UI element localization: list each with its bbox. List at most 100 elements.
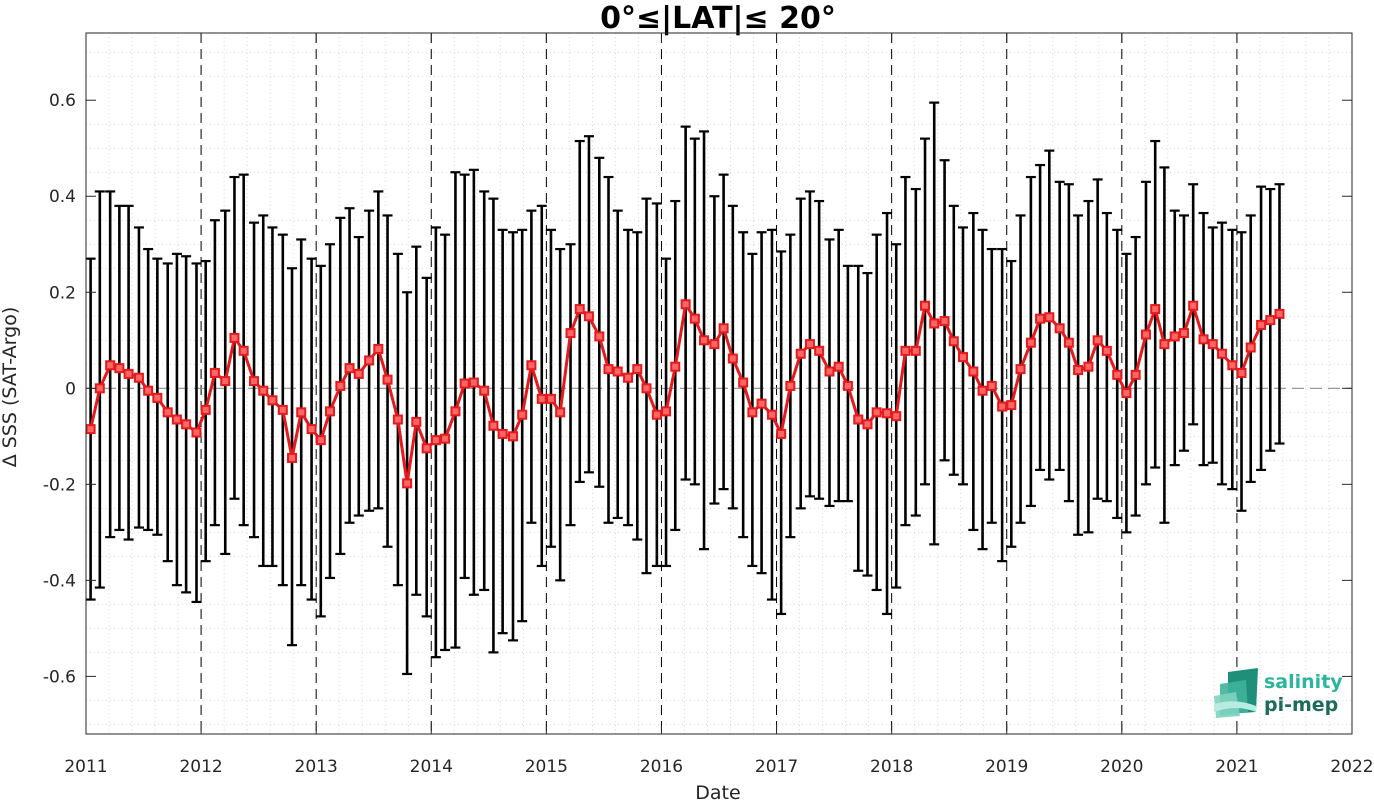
data-point bbox=[986, 380, 997, 391]
data-point bbox=[882, 408, 893, 419]
data-point bbox=[344, 363, 355, 374]
data-point bbox=[324, 406, 335, 417]
plot-frame bbox=[85, 32, 1353, 735]
data-point bbox=[545, 393, 556, 404]
data-point bbox=[1245, 342, 1256, 353]
x-axis-label: Date bbox=[695, 782, 740, 801]
data-point bbox=[229, 332, 240, 343]
data-point bbox=[1073, 365, 1084, 376]
data-point bbox=[891, 411, 902, 422]
data-point bbox=[1083, 361, 1094, 372]
data-point bbox=[1198, 334, 1209, 345]
error-bar bbox=[536, 204, 547, 568]
data-point bbox=[1188, 300, 1199, 311]
data-point bbox=[440, 433, 451, 444]
axes-frame bbox=[85, 32, 1353, 735]
error-bar bbox=[632, 231, 643, 541]
data-point bbox=[920, 300, 931, 311]
x-tick-label: 2020 bbox=[1100, 757, 1143, 777]
data-point bbox=[421, 443, 432, 454]
data-point bbox=[1178, 328, 1189, 339]
data-point bbox=[814, 345, 825, 356]
data-point bbox=[1092, 335, 1103, 346]
data-point bbox=[651, 409, 662, 420]
error-bar bbox=[1101, 211, 1112, 503]
data-point bbox=[392, 414, 403, 425]
error-bar bbox=[612, 209, 623, 520]
data-point bbox=[680, 299, 691, 310]
data-point bbox=[1150, 304, 1161, 315]
data-point bbox=[1015, 364, 1026, 375]
data-point bbox=[430, 435, 441, 446]
data-point bbox=[785, 380, 796, 391]
x-tick-label: 2019 bbox=[985, 757, 1028, 777]
x-tick-label: 2013 bbox=[295, 757, 338, 777]
data-point bbox=[661, 406, 672, 417]
data-point bbox=[727, 353, 738, 364]
data-point bbox=[306, 424, 317, 435]
data-point bbox=[1121, 388, 1132, 399]
data-point bbox=[1159, 339, 1170, 350]
data-point bbox=[94, 383, 105, 394]
y-tick-label: -0.4 bbox=[43, 571, 76, 591]
data-point bbox=[450, 406, 461, 417]
x-tick-label: 2015 bbox=[525, 757, 568, 777]
data-point bbox=[747, 407, 758, 418]
data-point bbox=[718, 323, 729, 334]
data-point bbox=[1025, 337, 1036, 348]
data-point bbox=[152, 392, 163, 403]
data-point bbox=[364, 355, 375, 366]
data-point bbox=[555, 407, 566, 418]
data-point bbox=[353, 368, 364, 379]
data-point bbox=[315, 435, 326, 446]
data-point bbox=[536, 393, 547, 404]
data-point bbox=[776, 428, 787, 439]
data-point bbox=[1169, 331, 1180, 342]
y-axis-label: Δ SSS (SAT-Argo) bbox=[0, 307, 21, 467]
data-point bbox=[507, 431, 518, 442]
error-bar bbox=[583, 135, 594, 474]
data-point bbox=[1101, 345, 1112, 356]
y-tick-label: 0.4 bbox=[49, 187, 76, 207]
x-tick-labels: 2011 2012 2013 2014 2015 2016 2017 2018 2019 2020… bbox=[64, 757, 1373, 777]
chart-title: 0°≤|LAT|≤ 20° bbox=[600, 1, 836, 36]
error-bar bbox=[517, 228, 528, 623]
data-point bbox=[565, 328, 576, 339]
data-point bbox=[479, 385, 490, 396]
y-tick-label: 0 bbox=[65, 379, 76, 399]
data-series bbox=[85, 299, 1285, 489]
data-point bbox=[171, 414, 182, 425]
x-tick-label: 2012 bbox=[179, 757, 222, 777]
salinity-pi-mep-logo: salinity pi-mep bbox=[1214, 668, 1343, 718]
data-point bbox=[249, 376, 260, 387]
data-point bbox=[977, 385, 988, 396]
data-point bbox=[1265, 315, 1276, 326]
data-point bbox=[335, 380, 346, 391]
error-bar bbox=[545, 228, 556, 548]
x-tick-label: 2022 bbox=[1330, 757, 1373, 777]
data-point bbox=[842, 380, 853, 391]
data-point bbox=[623, 372, 634, 383]
data-point bbox=[1140, 329, 1151, 340]
error-bar bbox=[1073, 214, 1084, 536]
data-point bbox=[1216, 348, 1227, 359]
data-point bbox=[594, 331, 605, 342]
data-point bbox=[526, 360, 537, 371]
logo-text-salinity: salinity bbox=[1264, 671, 1343, 693]
data-point bbox=[583, 311, 594, 322]
data-point bbox=[85, 424, 96, 435]
y-tick-label: -0.6 bbox=[43, 667, 76, 687]
data-point bbox=[517, 409, 528, 420]
data-point bbox=[699, 335, 710, 346]
data-point bbox=[910, 345, 921, 356]
data-point bbox=[114, 363, 125, 374]
data-point bbox=[939, 316, 950, 327]
y-tick-labels: -0.6 -0.4 -0.2 0 0.2 0.4 0.6 bbox=[43, 91, 76, 687]
grid bbox=[86, 33, 1352, 734]
data-point bbox=[296, 407, 307, 418]
data-point bbox=[209, 367, 220, 378]
data-point bbox=[181, 419, 192, 430]
x-tick-label: 2016 bbox=[640, 757, 683, 777]
data-point bbox=[411, 416, 422, 427]
